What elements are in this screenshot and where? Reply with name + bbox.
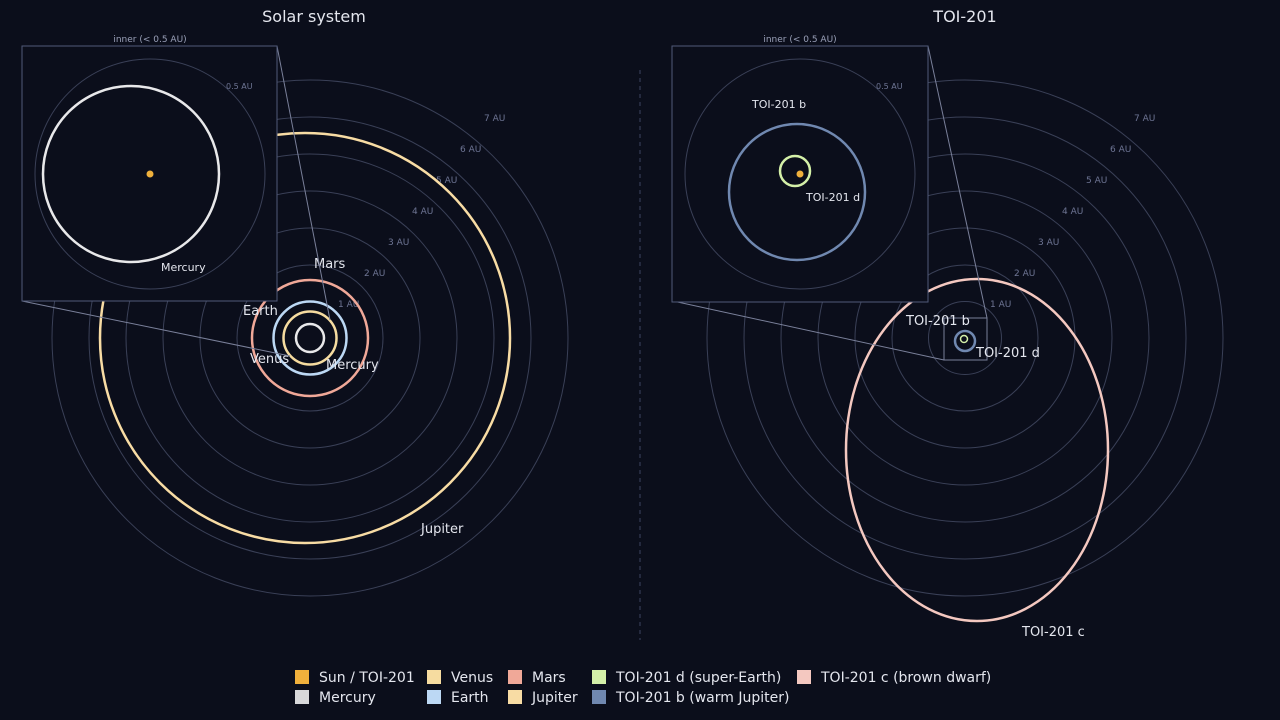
toi-inset-ring-label: 0.5 AU xyxy=(876,82,903,91)
venus-orbit xyxy=(282,310,338,366)
earth-orbit xyxy=(272,300,348,376)
toi-ring-6au xyxy=(743,116,1187,560)
toi-c-label: TOI-201 c xyxy=(1021,625,1085,640)
jupiter-label: Jupiter xyxy=(420,522,464,537)
toi201-panel: TOI-201 1 AU 2 AU 3 AU 4 AU 5 AU 6 AU 7 … xyxy=(671,7,1224,640)
legend-label-mars: Mars xyxy=(532,670,566,686)
jupiter-orbit xyxy=(98,131,512,545)
solar-ring-label: 1 AU xyxy=(338,300,359,310)
solar-inner-inset: inner (< 0.5 AU) 0.5 AU Mercury xyxy=(21,35,278,302)
toi-inner-inset: inner (< 0.5 AU) 0.5 AU TOI-201 b TOI-20… xyxy=(671,35,929,303)
inset-toi-d-orbit xyxy=(778,154,812,188)
legend-label-earth: Earth xyxy=(451,690,489,706)
toi201-panel-title: TOI-201 xyxy=(932,7,996,26)
toi-ring-label: 2 AU xyxy=(1014,269,1035,279)
toi-inset-grid-ring xyxy=(684,58,916,290)
solar-inset-grid-ring xyxy=(34,58,266,290)
solar-ring-label: 7 AU xyxy=(484,114,505,124)
toi-ring-label: 4 AU xyxy=(1062,207,1083,217)
mercury-orbit xyxy=(294,322,326,354)
solar-grid-rings xyxy=(51,79,569,597)
toi-grid-rings xyxy=(706,79,1224,597)
solar-ring-label: 4 AU xyxy=(412,207,433,217)
inset-toi-d-label: TOI-201 d xyxy=(805,191,860,204)
solar-ring-6au xyxy=(88,116,532,560)
legend-swatch-earth xyxy=(427,690,441,704)
toi-ring-5au xyxy=(780,153,1150,523)
toi-ring-label: 5 AU xyxy=(1086,176,1107,186)
legend-swatch-venus xyxy=(427,670,441,684)
toi-ring-labels: 1 AU 2 AU 3 AU 4 AU 5 AU 6 AU 7 AU xyxy=(990,114,1155,310)
legend: Sun / TOI-201 Mercury Venus Earth Mars J… xyxy=(295,670,991,706)
legend-label-jupiter: Jupiter xyxy=(531,690,578,706)
inset-toi-b-orbit xyxy=(727,122,867,262)
legend-label-sun: Sun / TOI-201 xyxy=(319,670,415,686)
toi-b-orbit xyxy=(953,329,977,353)
legend-swatch-jupiter xyxy=(508,690,522,704)
solar-inset-title: inner (< 0.5 AU) xyxy=(113,35,186,45)
solar-ring-label: 6 AU xyxy=(460,145,481,155)
solar-ring-5au xyxy=(125,153,495,523)
toi-ring-4au xyxy=(817,190,1113,486)
solar-panel-title: Solar system xyxy=(262,7,366,26)
toi-inset-title: inner (< 0.5 AU) xyxy=(763,35,836,45)
toi-zoom-box xyxy=(943,317,988,361)
legend-label-venus: Venus xyxy=(451,670,493,686)
solar-inset-connectors xyxy=(21,45,331,357)
solar-ring-labels: 1 AU 2 AU 3 AU 4 AU 5 AU 6 AU 7 AU xyxy=(338,114,505,310)
solar-orbits xyxy=(98,131,512,545)
solar-system-panel: Solar system 1 AU 2 AU 3 AU 4 AU 5 AU 6 … xyxy=(21,7,569,597)
toi-ring-2au xyxy=(891,264,1039,412)
solar-ring-2au xyxy=(236,264,384,412)
legend-label-mercury: Mercury xyxy=(319,690,376,706)
inset-mercury-label: Mercury xyxy=(161,261,206,274)
inset-mercury-orbit xyxy=(41,84,221,264)
toi-orbits xyxy=(844,277,1110,623)
toi-ring-1au xyxy=(928,301,1002,375)
toi-c-orbit xyxy=(844,277,1110,623)
toi-inset-connectors xyxy=(672,45,988,361)
toi-ring-label: 1 AU xyxy=(990,300,1011,310)
solar-ring-7au xyxy=(51,79,569,597)
legend-swatch-toi-c xyxy=(797,670,811,684)
solar-planet-labels: Mars Earth Venus Mercury Jupiter xyxy=(243,257,464,537)
legend-swatch-mars xyxy=(508,670,522,684)
legend-label-toi-d: TOI-201 d (super-Earth) xyxy=(615,670,781,686)
mars-orbit xyxy=(250,278,370,398)
solar-inset-ring-label: 0.5 AU xyxy=(226,82,253,91)
legend-swatch-sun xyxy=(295,670,309,684)
inset-toi-b-label: TOI-201 b xyxy=(751,98,806,111)
toi-d-label: TOI-201 d xyxy=(975,346,1040,361)
star-marker xyxy=(796,170,804,178)
legend-label-toi-b: TOI-201 b (warm Jupiter) xyxy=(615,690,789,706)
legend-swatch-mercury xyxy=(295,690,309,704)
toi-ring-label: 7 AU xyxy=(1134,114,1155,124)
venus-label: Venus xyxy=(250,352,289,367)
legend-swatch-toi-b xyxy=(592,690,606,704)
legend-label-toi-c: TOI-201 c (brown dwarf) xyxy=(820,670,991,686)
mars-label: Mars xyxy=(314,257,346,272)
toi-planet-labels: TOI-201 b TOI-201 d TOI-201 c xyxy=(905,314,1085,640)
toi-ring-label: 3 AU xyxy=(1038,238,1059,248)
solar-ring-label: 3 AU xyxy=(388,238,409,248)
solar-ring-4au xyxy=(162,190,458,486)
solar-ring-label: 2 AU xyxy=(364,269,385,279)
earth-label: Earth xyxy=(243,304,278,319)
toi-ring-7au xyxy=(706,79,1224,597)
solar-ring-label: 5 AU xyxy=(436,176,457,186)
toi-b-label: TOI-201 b xyxy=(905,314,970,329)
sun-marker xyxy=(146,170,154,178)
toi-d-orbit xyxy=(959,334,969,344)
legend-swatch-toi-d xyxy=(592,670,606,684)
toi-ring-label: 6 AU xyxy=(1110,145,1131,155)
mercury-label: Mercury xyxy=(326,358,379,373)
